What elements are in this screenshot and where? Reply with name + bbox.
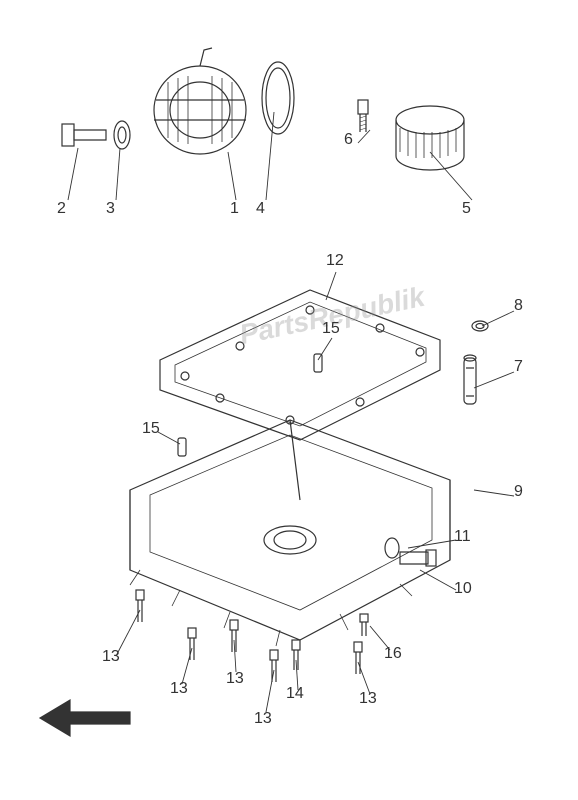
- diagram-svg: [0, 0, 578, 800]
- callout-13b: 13: [170, 680, 188, 698]
- callout-11: 11: [454, 528, 471, 546]
- callout-8: 8: [514, 297, 523, 315]
- callout-15b: 15: [322, 320, 340, 338]
- callout-4: 4: [256, 200, 265, 218]
- oil-filter-top: [396, 106, 464, 134]
- callout-10: 10: [454, 580, 472, 598]
- callout-6: 6: [344, 131, 353, 149]
- o-ring-8: [472, 321, 488, 331]
- exploded-diagram: PartsRepublik 12345678910111213131313131…: [0, 0, 578, 800]
- gasket-3: [114, 121, 130, 149]
- o-ring-4: [262, 62, 294, 134]
- callout-13c: 13: [226, 670, 244, 688]
- callout-1: 1: [230, 200, 239, 218]
- oil-filter-body: [396, 120, 464, 170]
- leader-lines: [68, 112, 514, 712]
- drain-bolt-10: [400, 552, 428, 564]
- pipe-7: [464, 358, 476, 404]
- bolt-16: [360, 614, 368, 636]
- dowel-15a: [178, 438, 186, 456]
- direction-arrow: [40, 700, 130, 736]
- callout-14: 14: [286, 685, 304, 703]
- bolts-13: [136, 590, 362, 682]
- dowel-15b: [314, 354, 322, 372]
- bolt-6-head: [358, 100, 368, 114]
- callout-7: 7: [514, 358, 523, 376]
- callout-15: 15: [142, 420, 160, 438]
- gasket-12: [160, 290, 440, 440]
- callout-13d: 13: [254, 710, 272, 728]
- callout-9: 9: [514, 483, 523, 501]
- gasket-11: [385, 538, 399, 558]
- callout-16: 16: [384, 645, 402, 663]
- callout-5: 5: [462, 200, 471, 218]
- callout-13: 13: [102, 648, 120, 666]
- union-bolt-shaft: [74, 130, 106, 140]
- callout-3: 3: [106, 200, 115, 218]
- callout-12: 12: [326, 252, 344, 270]
- union-bolt-head: [62, 124, 74, 146]
- callout-13e: 13: [359, 690, 377, 708]
- callout-2: 2: [57, 200, 66, 218]
